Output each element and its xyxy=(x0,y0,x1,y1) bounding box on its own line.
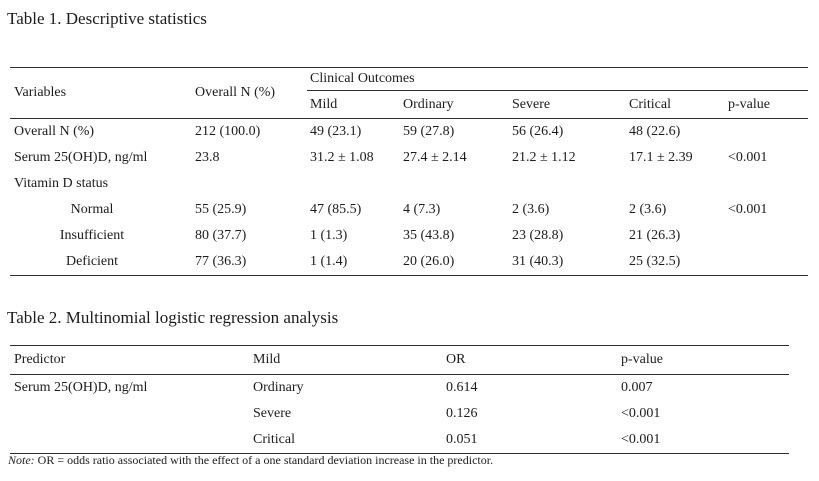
footnote-label: Note: xyxy=(8,453,35,467)
row-label-indented: Deficient xyxy=(10,249,192,276)
cell-critical: 17.1 ± 2.39 xyxy=(629,150,693,165)
cell-severe: 56 (26.4) xyxy=(512,124,564,139)
table2-regression-analysis: Predictor Mild OR p-value Serum 25(OH)D,… xyxy=(10,345,789,454)
table-row: Insufficient 80 (37.7) 1 (1.3) 35 (43.8)… xyxy=(10,223,808,249)
cell-mild: 31.2 ± 1.08 xyxy=(310,150,374,165)
table1-header-overall: Overall N (%) xyxy=(192,67,307,119)
cell-critical: 2 (3.6) xyxy=(629,202,667,217)
cell-overall: 23.8 xyxy=(195,150,220,165)
table-row: Serum 25(OH)D, ng/ml 23.8 31.2 ± 1.08 27… xyxy=(10,145,808,171)
table2-footnote: Note: OR = odds ratio associated with th… xyxy=(8,453,493,467)
table1-header-ordinary: Ordinary xyxy=(400,90,509,119)
table-row: Serum 25(OH)D, ng/ml Ordinary 0.614 0.00… xyxy=(10,375,789,402)
cell-critical: 25 (32.5) xyxy=(626,249,725,276)
table2-header-pvalue: p-value xyxy=(618,345,789,375)
cell-overall: 77 (36.3) xyxy=(192,249,307,276)
cell-pvalue: <0.001 xyxy=(728,150,768,165)
cell-overall: 212 (100.0) xyxy=(195,124,261,139)
table1-header-critical: Critical xyxy=(626,90,725,119)
table2-title: Table 2. Multinomial logistic regression… xyxy=(7,308,339,327)
cell-predictor xyxy=(10,401,250,427)
cell-outcome: Severe xyxy=(253,406,292,421)
cell-pvalue xyxy=(725,249,809,276)
cell-pvalue: <0.001 xyxy=(728,202,768,217)
table1-header-severe: Severe xyxy=(509,90,626,119)
table-row: Critical 0.051 <0.001 xyxy=(10,427,789,454)
cell-severe: 23 (28.8) xyxy=(512,228,564,243)
cell-overall: 80 (37.7) xyxy=(195,228,247,243)
cell-outcome: Critical xyxy=(250,427,443,454)
cell-or: 0.051 xyxy=(443,427,618,454)
cell-ordinary: 27.4 ± 2.14 xyxy=(403,150,467,165)
cell-ordinary: 4 (7.3) xyxy=(403,202,441,217)
row-label-indented: Normal xyxy=(70,202,114,217)
table1-title: Table 1. Descriptive statistics xyxy=(7,9,207,28)
cell-mild: 49 (23.1) xyxy=(310,124,362,139)
cell-predictor: Serum 25(OH)D, ng/ml xyxy=(14,380,148,395)
table1-header-variables: Variables xyxy=(10,67,192,119)
row-label: Vitamin D status xyxy=(14,176,109,191)
cell-severe xyxy=(509,171,626,197)
row-label: Serum 25(OH)D, ng/ml xyxy=(14,150,148,165)
cell-pvalue: 0.007 xyxy=(621,380,653,395)
table-row: Normal 55 (25.9) 47 (85.5) 4 (7.3) 2 (3.… xyxy=(10,197,808,223)
cell-predictor xyxy=(10,427,250,454)
cell-critical: 48 (22.6) xyxy=(629,124,681,139)
cell-mild: 1 (1.4) xyxy=(307,249,400,276)
table1-header-pvalue: p-value xyxy=(725,90,809,119)
cell-outcome: Ordinary xyxy=(253,380,304,395)
table-row: Overall N (%) 212 (100.0) 49 (23.1) 59 (… xyxy=(10,119,808,146)
table-row: Deficient 77 (36.3) 1 (1.4) 20 (26.0) 31… xyxy=(10,249,809,276)
cell-critical: 21 (26.3) xyxy=(629,228,681,243)
row-label: Overall N (%) xyxy=(14,124,95,139)
cell-pvalue xyxy=(725,171,808,197)
cell-mild: 47 (85.5) xyxy=(310,202,362,217)
cell-overall: 55 (25.9) xyxy=(195,202,247,217)
table2-header-predictor: Predictor xyxy=(10,345,250,375)
cell-severe: 2 (3.6) xyxy=(512,202,550,217)
cell-ordinary: 59 (27.8) xyxy=(403,124,455,139)
cell-severe: 21.2 ± 1.12 xyxy=(512,150,576,165)
cell-pvalue xyxy=(725,223,808,249)
table-row: Severe 0.126 <0.001 xyxy=(10,401,789,427)
cell-pvalue: <0.001 xyxy=(621,406,661,421)
table1-descriptive-statistics: Variables Overall N (%) Clinical Outcome… xyxy=(10,67,809,276)
cell-mild: 1 (1.3) xyxy=(310,228,348,243)
table1-header-mild: Mild xyxy=(307,90,400,119)
table2-header-mild: Mild xyxy=(250,345,443,375)
cell-ordinary: 35 (43.8) xyxy=(403,228,455,243)
cell-severe: 31 (40.3) xyxy=(509,249,626,276)
cell-pvalue xyxy=(725,119,808,146)
cell-ordinary: 20 (26.0) xyxy=(400,249,509,276)
cell-mild xyxy=(307,171,400,197)
cell-or: 0.126 xyxy=(446,406,478,421)
table1-header-spanner-clinical-outcomes: Clinical Outcomes xyxy=(307,67,809,91)
cell-overall xyxy=(192,171,307,197)
footnote-text: OR = odds ratio associated with the effe… xyxy=(34,453,494,467)
cell-critical xyxy=(626,171,725,197)
row-label-indented: Insufficient xyxy=(59,228,125,243)
cell-or: 0.614 xyxy=(446,380,478,395)
table2-header-or: OR xyxy=(443,345,618,375)
cell-ordinary xyxy=(400,171,509,197)
cell-pvalue: <0.001 xyxy=(618,427,789,454)
table-row: Vitamin D status xyxy=(10,171,808,197)
